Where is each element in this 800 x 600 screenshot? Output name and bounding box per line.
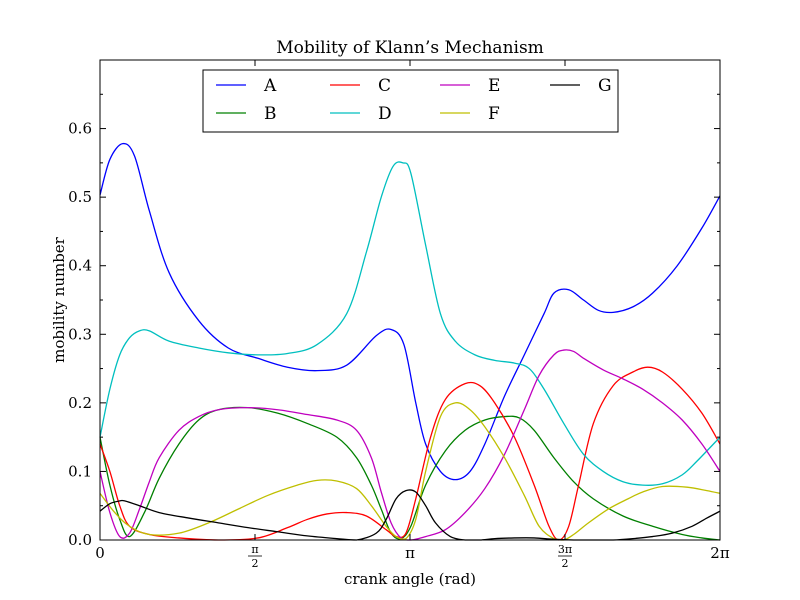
chart-title: Mobility of Klann’s Mechanism [276,38,544,58]
legend-entry-d: D [330,104,392,124]
legend-entry-g: G [550,76,612,96]
legend-label: F [488,104,500,124]
legend-entry-f: F [440,104,500,124]
series-line-a [99,142,721,481]
x-tick-label-denominator: 2 [562,557,569,570]
y-tick-label: 0.3 [68,325,92,343]
legend-box [202,69,619,133]
y-tick-label: 0.5 [68,188,92,206]
legend-label: A [263,76,277,96]
x-tick-label-denominator: 2 [252,557,259,570]
x-tick-label-numerator: 3π [558,543,572,556]
series-line-d [99,161,721,486]
legend-entry-b: B [216,104,277,124]
legend-entry-e: E [440,76,500,96]
legend-label: D [378,104,392,124]
x-tick-label: 2π [710,544,730,562]
x-tick-label-fraction: 3π2 [558,543,572,570]
x-axis-label: crank angle (rad) [344,570,476,588]
x-tick-label-fraction: π2 [248,543,262,570]
legend-entry-c: C [330,76,391,96]
x-tick-label: π [405,544,415,562]
legend-entry-a: A [216,76,277,96]
y-tick-label: 0.6 [68,120,92,138]
legend-label: C [378,76,391,96]
y-tick-label: 0.4 [68,257,92,275]
legend-label: G [598,76,612,96]
series-line-f [99,402,721,541]
x-tick-label-numerator: π [251,543,258,556]
series-line-c [99,366,721,541]
y-tick-label: 0.0 [68,531,92,549]
series-layer [99,142,721,541]
y-axis-label: mobility number [50,236,68,363]
legend-label: E [488,76,500,96]
x-tick-label: 0 [95,544,105,562]
y-tick-label: 0.2 [68,394,92,412]
series-line-e [99,349,721,541]
legend-label: B [264,104,277,124]
series-line-b [99,406,721,541]
legend: AB CD EF G [202,69,619,133]
y-tick-label: 0.1 [68,462,92,480]
